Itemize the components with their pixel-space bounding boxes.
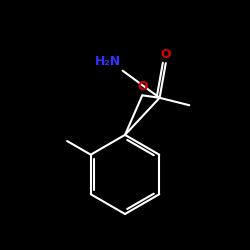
Text: O: O <box>160 48 171 61</box>
Text: H₂N: H₂N <box>95 55 121 68</box>
Text: O: O <box>137 80 147 93</box>
